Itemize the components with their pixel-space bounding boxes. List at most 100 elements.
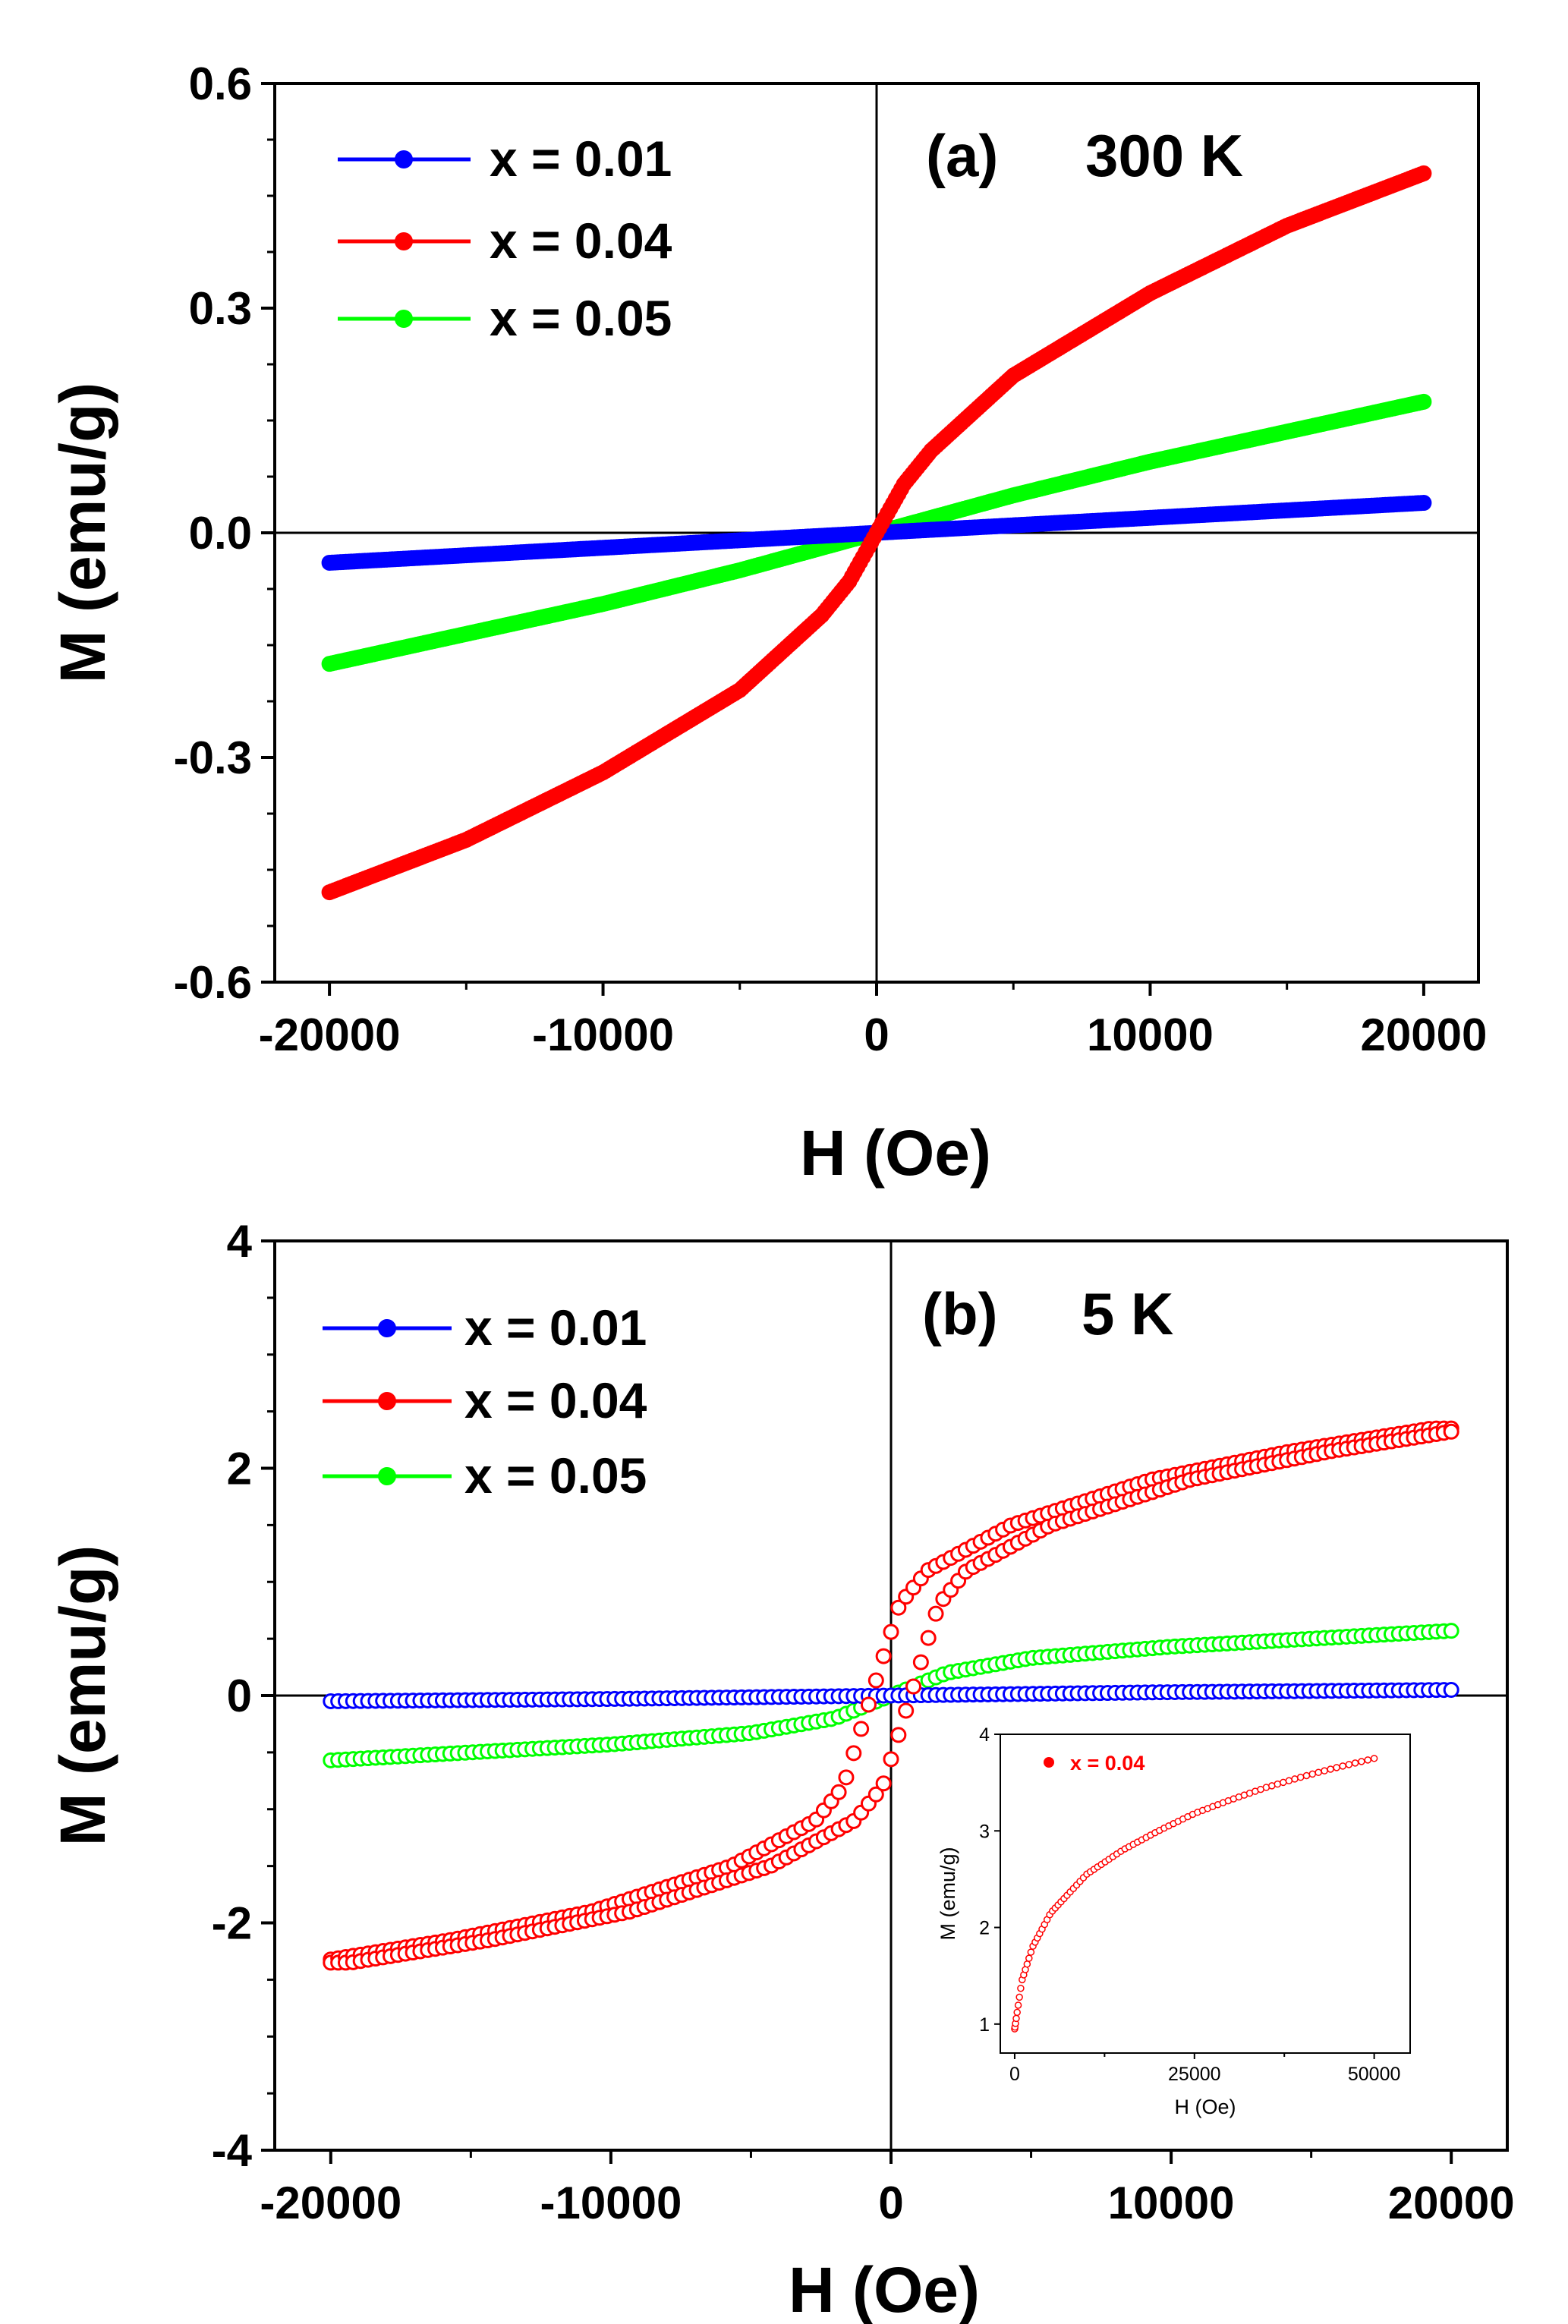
data-point (1415, 165, 1432, 181)
panel-b-x-axis-label: H (Oe) (789, 2254, 980, 2324)
panel-a-x-axis-label: H (Oe) (800, 1117, 991, 1189)
inset-xtick-label: 25000 (1168, 2064, 1221, 2085)
inset-data-point (1023, 1960, 1031, 1968)
inset-ticks (994, 1734, 1375, 2059)
a-series-x004 (321, 165, 1432, 901)
inset-ytick-label: 2 (979, 1918, 990, 1939)
data-point (898, 1702, 915, 1719)
panel-a-legend: x = 0.01 x = 0.04 x = 0.05 (338, 131, 672, 346)
inset-data-point (1291, 1775, 1299, 1783)
panel-a-xtick-label: 20000 (1360, 1009, 1487, 1060)
panel-b-y-axis-label: M (emu/g) (47, 1545, 118, 1847)
data-point (860, 1696, 877, 1713)
panel-b-ytick-label: -2 (212, 1898, 252, 1949)
data-point (838, 1769, 855, 1786)
panel-a-ytick-label: 0.6 (189, 58, 252, 109)
inset-series (1011, 1755, 1378, 2033)
data-point (912, 1654, 929, 1671)
inset-data-point (1358, 1758, 1365, 1765)
panel-b-xtick-label: 20000 (1388, 2178, 1515, 2228)
data-point (867, 1672, 884, 1689)
data-point (845, 1745, 862, 1762)
panel-a-temperature-label: 300 K (1085, 122, 1243, 189)
legend-marker-x004 (378, 1392, 396, 1410)
inset-xtick-label: 0 (1009, 2064, 1020, 2085)
inset-data-point (1280, 1778, 1287, 1787)
panel-a-chart: -20000 -10000 0 10000 20000 -0.6 -0.3 0.… (47, 58, 1487, 1189)
panel-b-temperature-label: 5 K (1082, 1280, 1173, 1347)
inset-data-point (1025, 1954, 1033, 1962)
panel-a-series (321, 165, 1432, 901)
panel-b-legend: x = 0.01 x = 0.04 x = 0.05 (323, 1299, 647, 1504)
panel-a-label: (a) (926, 122, 998, 189)
panel-a-ytick-label: 0.0 (189, 508, 252, 559)
panel-a-legend-label: x = 0.04 (490, 213, 672, 269)
inset-data-point (1014, 2001, 1022, 2009)
data-point (920, 1630, 937, 1646)
data-point (1415, 393, 1432, 410)
data-point (1443, 1423, 1459, 1440)
a-series-x005 (321, 393, 1432, 672)
inset-data-point (1315, 1768, 1322, 1777)
panel-b-xtick-label: 10000 (1108, 2178, 1235, 2228)
data-point (1443, 1682, 1459, 1699)
inset-data-point (1013, 2008, 1021, 2017)
inset-data-point (1308, 1770, 1317, 1778)
inset-x-axis-label: H (Oe) (1175, 2096, 1236, 2118)
panel-a-y-axis-label: M (emu/g) (47, 383, 118, 684)
inset-data-point (1296, 1773, 1305, 1781)
inset-data-point (1370, 1755, 1378, 1762)
inset-data-point (1274, 1780, 1282, 1788)
panel-b-ytick-label: 0 (227, 1671, 252, 1721)
inset-y-axis-label: M (emu/g) (937, 1847, 959, 1940)
inset-data-point (1339, 1762, 1346, 1770)
panel-a-xtick-label: 10000 (1087, 1009, 1214, 1060)
inset-legend-label: x = 0.04 (1070, 1752, 1145, 1774)
inset-data-point (1012, 2014, 1020, 2023)
inset-xtick-label: 50000 (1348, 2064, 1401, 2085)
panel-b-legend-label: x = 0.05 (464, 1447, 647, 1504)
data-point (867, 1786, 884, 1803)
panel-b-ticks (261, 1239, 1453, 2164)
inset-plot-frame (1000, 1734, 1411, 2054)
inset-data-point (1285, 1777, 1293, 1784)
inset-data-point (1345, 1761, 1353, 1768)
b-series-x001 (323, 1682, 1459, 1709)
inset-ytick-label: 3 (979, 1821, 990, 1842)
inset-ytick-label: 4 (979, 1724, 990, 1746)
data-point (890, 1599, 907, 1616)
panel-b-chart: -20000 -10000 0 10000 20000 -4 -2 0 2 4 … (47, 1216, 1515, 2324)
inset-data-point (1321, 1767, 1328, 1774)
inset-data-point (1027, 1948, 1035, 1956)
inset-legend-marker (1044, 1757, 1054, 1768)
data-point (875, 1648, 892, 1664)
panel-a-legend-label: x = 0.05 (490, 290, 672, 346)
data-point (830, 1784, 847, 1800)
panel-a-ticks (261, 82, 1425, 996)
panel-a-xtick-label: 0 (864, 1009, 889, 1060)
panel-a-ytick-label: -0.3 (174, 732, 252, 783)
panel-b-legend-label: x = 0.01 (464, 1299, 647, 1356)
data-point (890, 1727, 907, 1743)
inset-data-point (1302, 1771, 1311, 1780)
panel-a-xtick-label: -10000 (532, 1009, 674, 1060)
legend-marker-x005 (378, 1467, 396, 1485)
legend-marker-x001 (378, 1319, 396, 1337)
inset-data-point (1327, 1765, 1334, 1773)
data-point (1443, 1623, 1459, 1639)
panel-b-ytick-label: 4 (227, 1216, 253, 1267)
data-point (883, 1751, 899, 1768)
data-point (905, 1678, 922, 1695)
panel-b-xtick-label: 0 (878, 2178, 903, 2228)
data-point (883, 1623, 899, 1640)
panel-b-xtick-label: -10000 (540, 2178, 682, 2228)
panel-b-ytick-label: 2 (227, 1444, 252, 1494)
a-series-x001 (321, 495, 1432, 571)
inset-data-point (1364, 1756, 1371, 1764)
data-point (875, 1775, 892, 1792)
panel-a-xtick-label: -20000 (259, 1009, 401, 1060)
panel-b-legend-label: x = 0.04 (464, 1372, 647, 1428)
inset-data-point (1351, 1759, 1359, 1767)
panel-b-inset-chart: 0 25000 50000 1 2 3 4 H (Oe) M (emu/g) x… (937, 1724, 1411, 2118)
